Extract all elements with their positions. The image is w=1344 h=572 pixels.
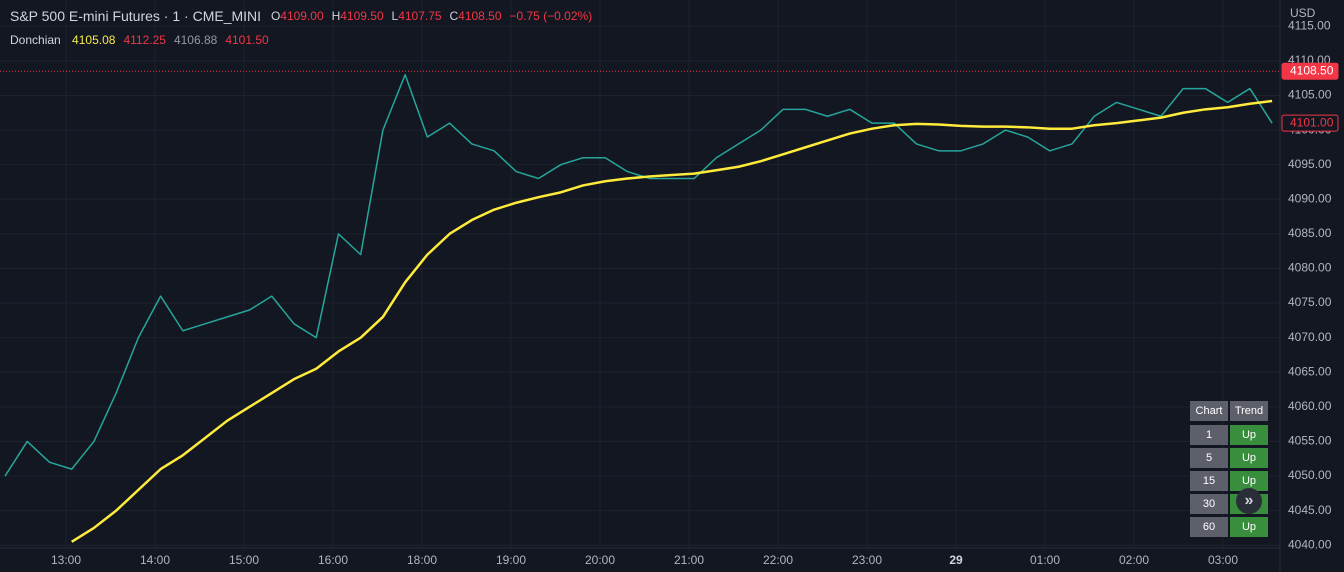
x-tick-label: 20:00 — [585, 553, 615, 567]
x-tick-label: 16:00 — [318, 553, 348, 567]
grid — [0, 0, 1280, 548]
price-tag-label: 4108.50 — [1290, 63, 1334, 77]
series-line — [4, 73, 1273, 477]
indicator-value: 4105.08 — [72, 33, 116, 47]
table-cell-text: 5 — [1206, 452, 1212, 464]
table-cell — [1230, 425, 1268, 445]
x-tick-label: 03:00 — [1208, 553, 1238, 567]
y-tick-label: 4040.00 — [1288, 537, 1332, 551]
table-header-text: Chart — [1196, 405, 1223, 417]
x-tick-label: 15:00 — [229, 553, 259, 567]
x-tick-label: 21:00 — [674, 553, 704, 567]
table-cell-text: 30 — [1203, 498, 1215, 510]
indicator-value: 4112.25 — [123, 33, 166, 47]
trend-table: ChartTrend1Up5Up15Up30Up60Up — [1190, 401, 1268, 537]
price-tag — [1281, 114, 1339, 132]
y-tick-label: 4045.00 — [1288, 503, 1332, 517]
y-tick-label: 4085.00 — [1288, 226, 1332, 240]
header: S&P 500 E-mini Futures · 1 · CME_MINI O4… — [10, 8, 592, 24]
indicator-legend: Donchian 4105.08 4112.25 4106.88 4101.50 — [10, 33, 269, 47]
table-header-text: Trend — [1235, 405, 1263, 417]
x-tick-label: 13:00 — [51, 553, 81, 567]
y-tick-label: 4070.00 — [1288, 330, 1332, 344]
x-tick-label: 01:00 — [1030, 553, 1060, 567]
x-tick-label: 22:00 — [763, 553, 793, 567]
change: −0.75 (−0.02%) — [509, 9, 592, 23]
table-cell-text: Up — [1242, 475, 1256, 487]
table-cell — [1230, 471, 1268, 491]
x-tick-label: 23:00 — [852, 553, 882, 567]
table-cell-text: Up — [1242, 452, 1256, 464]
x-tick-label: 18:00 — [407, 553, 437, 567]
currency: USD — [1290, 6, 1316, 20]
x-tick-label: 29 — [949, 553, 963, 567]
price-tag — [1281, 62, 1339, 80]
symbol: S&P 500 E-mini Futures · 1 · CME_MINI — [10, 8, 261, 24]
ohlc-key: O — [271, 9, 280, 23]
table-cell — [1190, 517, 1228, 537]
y-tick-label: 4065.00 — [1288, 364, 1332, 378]
x-tick-label: 14:00 — [140, 553, 170, 567]
table-cell — [1190, 494, 1228, 514]
y-tick-label: 4055.00 — [1288, 434, 1332, 448]
table-cell-text: Up — [1242, 521, 1256, 533]
ohlc-value: 4109.50 — [340, 9, 384, 23]
table-cell-text: 1 — [1206, 429, 1212, 441]
ohlc-value: 4108.50 — [458, 9, 502, 23]
y-tick-label: 4080.00 — [1288, 261, 1332, 275]
ohlc-value: 4107.75 — [398, 9, 442, 23]
y-tick-label: 4115.00 — [1288, 18, 1331, 32]
price-tag-label: 4101.00 — [1290, 115, 1334, 129]
ohlc-value: 4109.00 — [280, 9, 324, 23]
table-cell — [1230, 517, 1268, 537]
y-tick-label: 4090.00 — [1288, 191, 1332, 205]
scroll-button[interactable] — [1236, 488, 1262, 514]
table-cell — [1190, 425, 1228, 445]
scroll-button-icon[interactable]: » — [1245, 492, 1254, 509]
ohlc-key: L — [392, 9, 399, 23]
table-cell-text: 60 — [1203, 521, 1215, 533]
y-tick-label: 4105.00 — [1288, 88, 1332, 102]
indicator-value: 4106.88 — [174, 33, 218, 47]
y-tick-label: 4050.00 — [1288, 468, 1332, 482]
series-line — [71, 99, 1273, 543]
plot — [0, 70, 1280, 543]
table-header-cell — [1190, 401, 1228, 421]
table-cell — [1230, 448, 1268, 468]
indicator-value: 4101.50 — [225, 33, 269, 47]
ohlc-key: H — [332, 9, 341, 23]
table-cell-text: 15 — [1203, 475, 1215, 487]
table-cell — [1190, 448, 1228, 468]
x-tick-label: 02:00 — [1119, 553, 1149, 567]
x-tick-label: 19:00 — [496, 553, 526, 567]
table-header-cell — [1230, 401, 1268, 421]
y-tick-label: 4095.00 — [1288, 157, 1332, 171]
y-tick-label: 4060.00 — [1288, 399, 1332, 413]
ohlc-key: C — [449, 9, 458, 23]
y-tick-label: 4075.00 — [1288, 295, 1332, 309]
indicator-name: Donchian — [10, 33, 61, 47]
table-cell-text: Up — [1242, 429, 1256, 441]
table-cell — [1190, 471, 1228, 491]
